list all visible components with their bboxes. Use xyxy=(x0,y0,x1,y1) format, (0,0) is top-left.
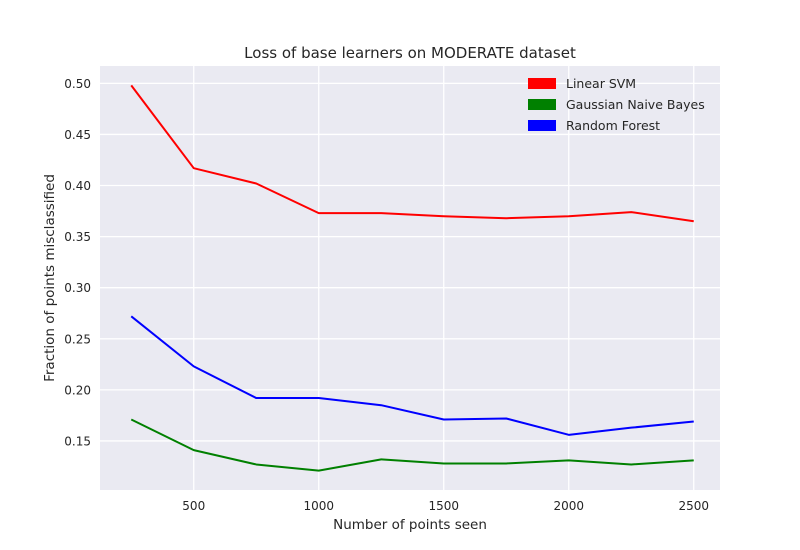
y-tick-label: 0.15 xyxy=(64,434,91,448)
legend-swatch-linear-svm xyxy=(528,78,556,89)
y-tick-label: 0.50 xyxy=(64,77,91,91)
series-line-gaussian-naive-bayes xyxy=(130,418,694,472)
y-tick-label: 0.35 xyxy=(64,230,91,244)
tick-labels: 0.15 0.20 0.25 0.30 0.35 0.40 0.45 0.50 500 1000 1… xyxy=(64,77,709,513)
series-lines xyxy=(130,84,694,472)
x-tick-label: 2000 xyxy=(553,499,584,513)
x-tick-label: 1000 xyxy=(303,499,334,513)
x-tick-label: 1500 xyxy=(428,499,459,513)
series-line-linear-svm xyxy=(130,84,694,223)
y-tick-label: 0.45 xyxy=(64,128,91,142)
y-tick-label: 0.20 xyxy=(64,383,91,397)
chart-title: Loss of base learners on MODERATE datase… xyxy=(244,44,576,62)
legend: Linear SVM Gaussian Naive Bayes Random For… xyxy=(528,76,705,133)
series-line-random-forest xyxy=(130,315,694,436)
legend-label-linear-svm: Linear SVM xyxy=(566,76,636,91)
y-tick-label: 0.30 xyxy=(64,281,91,295)
y-tick-label: 0.25 xyxy=(64,332,91,346)
legend-swatch-random-forest xyxy=(528,120,556,131)
plot-background xyxy=(100,66,720,490)
x-tick-label: 500 xyxy=(182,499,205,513)
legend-swatch-gaussian-naive-bayes xyxy=(528,99,556,110)
legend-label-random-forest: Random Forest xyxy=(566,118,660,133)
x-axis-title: Number of points seen xyxy=(333,517,487,533)
y-tick-label: 0.40 xyxy=(64,179,91,193)
legend-label-gaussian-naive-bayes: Gaussian Naive Bayes xyxy=(566,97,705,112)
x-tick-label: 2500 xyxy=(678,499,709,513)
y-axis-title: Fraction of points misclassified xyxy=(42,174,58,382)
